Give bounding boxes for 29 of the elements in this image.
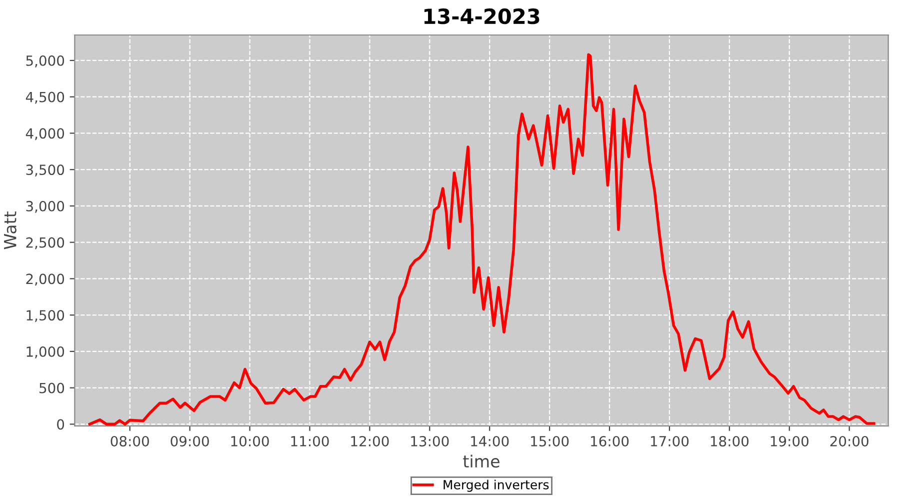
y-tick-label: 500 [40, 382, 64, 394]
y-tick-label: 1,500 [26, 310, 64, 322]
y-tick-label: 3,500 [26, 164, 64, 176]
y-tick-label: 0 [57, 419, 64, 430]
x-tick-label: 19:00 [770, 436, 808, 446]
chart-title: 13-4-2023 [424, 8, 540, 24]
y-tick-label: 3,000 [26, 200, 64, 213]
x-tick-label: 11:00 [291, 436, 329, 446]
x-tick-label: 15:00 [531, 436, 569, 446]
x-tick-label: 20:00 [830, 436, 868, 446]
y-tick-label: 2,500 [26, 237, 64, 250]
x-tick-label: 14:00 [471, 436, 509, 446]
line-series [88, 53, 876, 426]
legend-label: Merged inverters [444, 480, 549, 492]
y-tick-label: 5,000 [26, 55, 64, 68]
x-tick-label: 10:00 [231, 436, 269, 446]
x-tick-label: 13:00 [411, 436, 449, 446]
y-tick-label: 2,000 [26, 274, 64, 286]
x-tick-label: 17:00 [650, 436, 689, 446]
y-tick-label: 4,500 [26, 92, 64, 104]
y-tick-label: 4,000 [26, 128, 64, 140]
x-tick-label: 18:00 [710, 436, 749, 446]
y-axis-title: Watt [4, 212, 16, 250]
x-tick-label: 09:00 [170, 436, 209, 446]
x-tick-label: 16:00 [591, 436, 629, 446]
x-tick-label: 12:00 [351, 436, 389, 446]
x-axis-title: time [463, 454, 500, 468]
y-tick-label: 1,000 [26, 346, 64, 358]
x-tick-label: 08:00 [110, 436, 149, 446]
